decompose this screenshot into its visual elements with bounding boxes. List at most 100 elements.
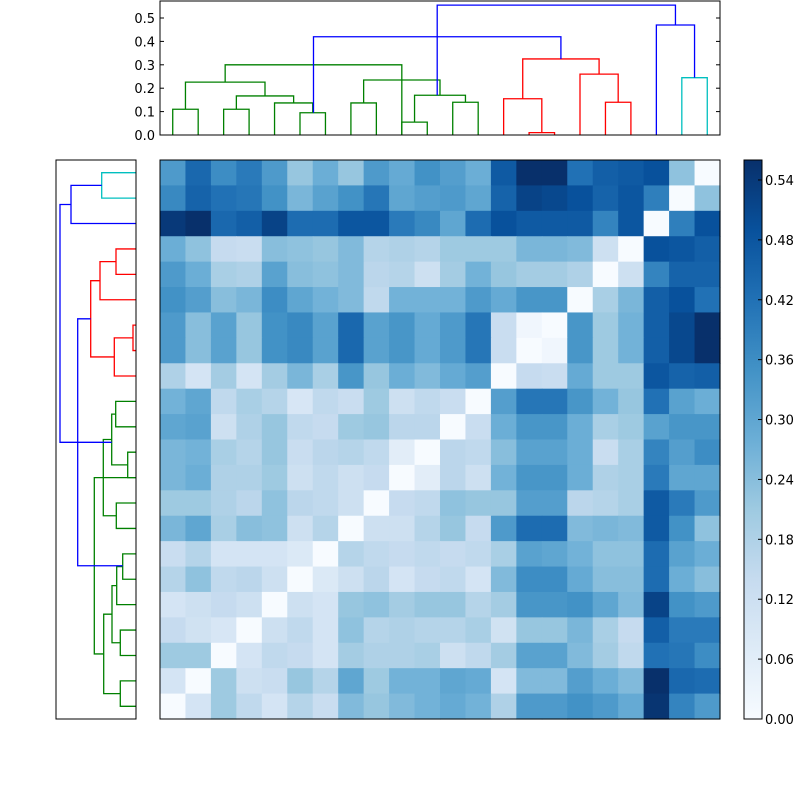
- heatmap-cell: [261, 515, 288, 542]
- heatmap-cell: [287, 210, 314, 237]
- heatmap-cell: [592, 185, 619, 212]
- heatmap-cell: [414, 617, 441, 644]
- heatmap-cell: [490, 160, 517, 187]
- heatmap-cell: [541, 236, 568, 263]
- heatmap-cell: [490, 312, 517, 339]
- heatmap-cell: [160, 337, 187, 364]
- heatmap-cell: [236, 617, 263, 644]
- heatmap-cell: [465, 668, 492, 695]
- heatmap-cell: [160, 185, 187, 212]
- colorbar-ticks: 0.00 0.06 0.12 0.18 0.24 0.30 0.36 0.42 0.48 0.54: [758, 174, 794, 728]
- heatmap-cell: [669, 363, 696, 390]
- heatmap-cell: [312, 210, 339, 237]
- heatmap-cell: [287, 617, 314, 644]
- heatmap-cell: [236, 591, 263, 618]
- heatmap-cell: [185, 236, 212, 263]
- colorbar-tick-label: 0.12: [765, 593, 794, 608]
- heatmap-cell: [312, 185, 339, 212]
- heatmap-cell: [618, 591, 645, 618]
- heatmap-cell: [643, 591, 670, 618]
- y-tick-label: 0.3: [134, 59, 155, 74]
- heatmap-cell: [490, 388, 517, 415]
- heatmap-cell: [541, 642, 568, 669]
- heatmap-cell: [567, 337, 594, 364]
- heatmap-cell: [389, 210, 416, 237]
- heatmap-cell: [338, 312, 365, 339]
- heatmap-cell: [541, 541, 568, 568]
- heatmap-cell: [516, 236, 543, 263]
- heatmap-cell: [210, 261, 237, 288]
- heatmap-cell: [338, 185, 365, 212]
- heatmap-cell: [185, 287, 212, 314]
- heatmap-cell: [669, 261, 696, 288]
- heatmap-cell: [210, 414, 237, 441]
- heatmap-cell: [287, 439, 314, 466]
- heatmap-cell: [490, 515, 517, 542]
- heatmap-cell: [363, 464, 390, 491]
- colorbar-tick-label: 0.42: [765, 294, 794, 309]
- heatmap-cell: [516, 515, 543, 542]
- heatmap-cell: [363, 668, 390, 695]
- heatmap-cell: [669, 490, 696, 517]
- heatmap-cell: [465, 591, 492, 618]
- heatmap-cell: [440, 591, 467, 618]
- heatmap-cell: [618, 515, 645, 542]
- heatmap-cell: [363, 337, 390, 364]
- heatmap-cell: [236, 236, 263, 263]
- heatmap-cell: [694, 566, 721, 593]
- heatmap-cell: [567, 490, 594, 517]
- heatmap-cell: [160, 642, 187, 669]
- heatmap-cell: [287, 668, 314, 695]
- heatmap-cell: [618, 617, 645, 644]
- heatmap-cell: [440, 185, 467, 212]
- heatmap-cell: [567, 541, 594, 568]
- heatmap-cell: [210, 287, 237, 314]
- heatmap-cell: [312, 541, 339, 568]
- heatmap-cell: [541, 185, 568, 212]
- heatmap-cell: [389, 490, 416, 517]
- heatmap-cell: [541, 591, 568, 618]
- heatmap-cell: [541, 515, 568, 542]
- heatmap-cell: [516, 337, 543, 364]
- heatmap-cell: [210, 439, 237, 466]
- heatmap-cell: [567, 210, 594, 237]
- heatmap-cell: [389, 261, 416, 288]
- heatmap-cell: [490, 693, 517, 720]
- heatmap-cell: [338, 464, 365, 491]
- heatmap-cell: [160, 261, 187, 288]
- colorbar-tick-label: 0.24: [765, 473, 794, 488]
- left-dendrogram-link: [59, 203, 112, 443]
- heatmap-cell: [236, 261, 263, 288]
- heatmap-cell: [414, 160, 441, 187]
- top-dendrogram-link: [436, 4, 677, 96]
- heatmap-cell: [414, 541, 441, 568]
- heatmap-cell: [592, 414, 619, 441]
- heatmap-cell: [338, 388, 365, 415]
- heatmap-cell: [389, 388, 416, 415]
- heatmap-cell: [210, 490, 237, 517]
- heatmap-cell: [516, 363, 543, 390]
- heatmap-cell: [618, 439, 645, 466]
- y-tick-label: 0.1: [134, 106, 155, 121]
- heatmap-cell: [312, 363, 339, 390]
- heatmap-cell: [592, 287, 619, 314]
- heatmap-cell: [541, 337, 568, 364]
- heatmap-cell: [592, 388, 619, 415]
- heatmap-cell: [490, 668, 517, 695]
- heatmap-cell: [210, 541, 237, 568]
- heatmap-cell: [210, 566, 237, 593]
- heatmap-cell: [363, 261, 390, 288]
- heatmap-cell: [592, 566, 619, 593]
- heatmap-cell: [210, 185, 237, 212]
- heatmap-cell: [490, 236, 517, 263]
- heatmap-cell: [160, 312, 187, 339]
- heatmap-cell: [592, 337, 619, 364]
- heatmap-cell: [643, 363, 670, 390]
- heatmap-cell: [694, 642, 721, 669]
- colorbar-tick-label: 0.00: [765, 713, 794, 728]
- heatmap-cell: [389, 566, 416, 593]
- heatmap-cell: [414, 337, 441, 364]
- heatmap-cell: [287, 515, 314, 542]
- heatmap-cell: [669, 236, 696, 263]
- heatmap-cell: [287, 642, 314, 669]
